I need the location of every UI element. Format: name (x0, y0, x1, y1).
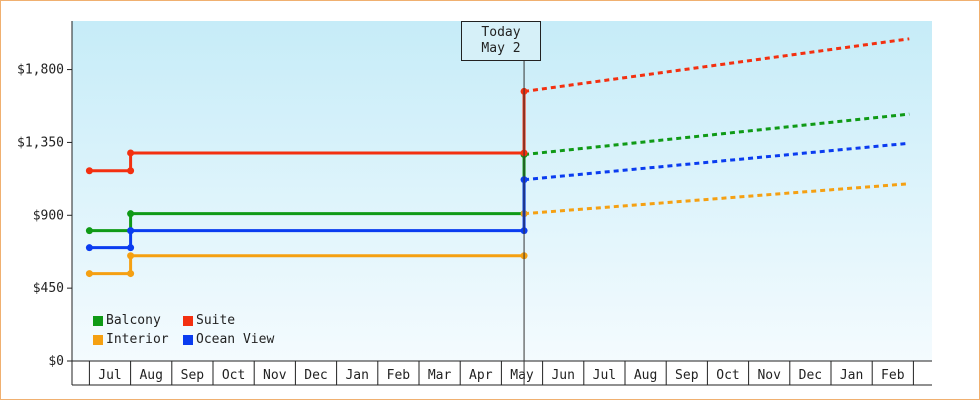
legend: Balcony Suite Interior Ocean View (93, 313, 293, 347)
data-point-ocean-view (127, 244, 135, 252)
series-forecast-ocean-view (523, 141, 910, 182)
data-point-ocean-view (127, 227, 135, 235)
x-tick-label: Nov (757, 368, 781, 383)
legend-swatch-suite (183, 315, 193, 326)
legend-swatch-interior (93, 334, 103, 345)
x-tick-label: Sep (675, 368, 699, 383)
y-tick-label: $0 (48, 354, 64, 369)
x-tick-label: Mar (428, 368, 452, 383)
x-tick-label: Aug (139, 368, 162, 383)
y-tick-label: $1,800 (17, 63, 64, 78)
series-forecast-balcony (523, 112, 910, 157)
legend-item-suite: Suite (183, 313, 293, 328)
series-forecast-interior (523, 182, 910, 216)
legend-swatch-ocean-view (183, 334, 193, 345)
today-date: May 2 (481, 41, 521, 56)
x-tick-label: Oct (716, 368, 739, 383)
x-tick-label: Jan (345, 368, 368, 383)
legend-item-balcony: Balcony (93, 313, 183, 328)
today-marker-box: Today May 2 (461, 21, 541, 61)
series-forecast-suite (523, 37, 910, 93)
x-tick-label: Jan (840, 368, 863, 383)
series-history-interior (89, 254, 525, 276)
legend-item-interior: Interior (93, 332, 183, 347)
data-point-balcony (127, 210, 135, 218)
y-tick-label: $900 (33, 208, 64, 223)
data-point-interior (127, 252, 135, 260)
legend-label-ocean-view: Ocean View (196, 332, 275, 347)
x-tick-label: May (510, 368, 534, 383)
x-tick-label: Dec (799, 368, 822, 383)
data-point-suite (127, 167, 135, 175)
x-tick-label: Jul (98, 368, 121, 383)
plot-background (72, 21, 932, 361)
data-point-ocean-view (85, 244, 93, 252)
x-tick-label: Apr (469, 368, 493, 383)
data-point-suite (127, 149, 135, 157)
x-tick-label: Aug (634, 368, 657, 383)
legend-label-interior: Interior (106, 332, 169, 347)
x-tick-label: Feb (387, 368, 411, 383)
data-point-balcony (85, 227, 93, 235)
legend-swatch-balcony (93, 315, 103, 326)
x-tick-label: Jul (593, 368, 616, 383)
today-label: Today (481, 25, 521, 40)
data-point-suite (85, 167, 93, 175)
data-point-interior (85, 270, 93, 278)
x-tick-label: Sep (181, 368, 205, 383)
data-point-interior (127, 270, 135, 278)
legend-item-ocean-view: Ocean View (183, 332, 293, 347)
legend-label-balcony: Balcony (106, 313, 161, 328)
x-tick-label: Jun (551, 368, 574, 383)
x-tick-label: Dec (304, 368, 327, 383)
x-tick-label: Nov (263, 368, 287, 383)
y-tick-label: $1,350 (17, 135, 64, 150)
legend-label-suite: Suite (196, 313, 236, 328)
y-tick-label: $450 (33, 281, 64, 296)
x-tick-label: Oct (222, 368, 245, 383)
x-tick-label: Feb (881, 368, 905, 383)
